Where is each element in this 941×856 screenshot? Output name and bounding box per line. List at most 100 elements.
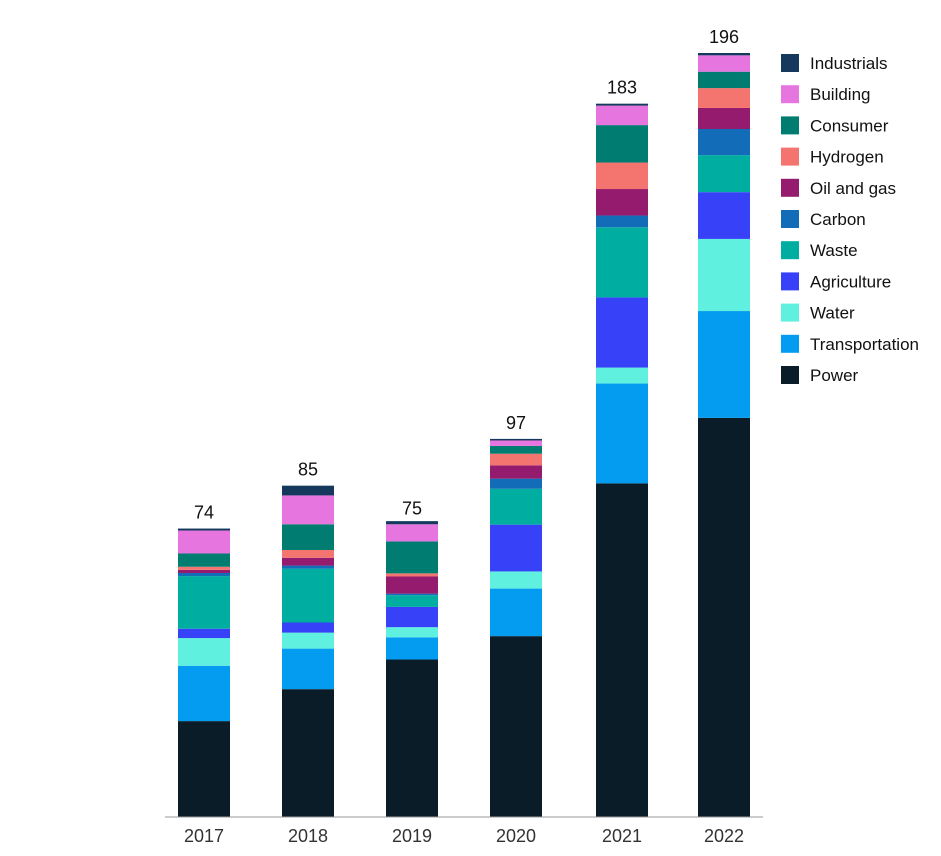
total-label: 85 [298, 460, 318, 480]
legend-swatch-agriculture [781, 272, 799, 291]
bar-segment-building-2021 [596, 105, 648, 126]
legend-swatch-consumer [781, 116, 799, 135]
total-label: 75 [402, 499, 422, 519]
legend-swatch-oil-and-gas [781, 178, 799, 197]
bar-segment-building-2017 [178, 530, 230, 554]
bar-segment-consumer-2020 [490, 445, 542, 454]
bar-segment-water-2017 [178, 638, 230, 666]
bar-segment-industrials-2020 [490, 438, 542, 441]
bar-segment-water-2020 [490, 571, 542, 589]
bar-segment-building-2022 [698, 55, 750, 72]
bar-segment-waste-2022 [698, 155, 750, 193]
bar-segment-oil-and-gas-2018 [282, 557, 334, 566]
bar-segment-agriculture-2017 [178, 628, 230, 639]
bar-segment-oil-and-gas-2020 [490, 465, 542, 479]
bar-segment-power-2022 [698, 417, 750, 817]
bar-segment-waste-2020 [490, 488, 542, 525]
bar-segment-carbon-2022 [698, 129, 750, 156]
legend-label-industrials: Industrials [810, 54, 887, 73]
bar-segment-power-2020 [490, 636, 542, 817]
legend-swatch-hydrogen [781, 147, 799, 166]
bar-segment-oil-and-gas-2017 [178, 569, 230, 573]
legend-label-transportation: Transportation [810, 335, 919, 354]
bar-segment-carbon-2021 [596, 215, 648, 228]
legend-label-hydrogen: Hydrogen [810, 148, 884, 167]
x-tick-label: 2019 [392, 826, 432, 846]
bar-segment-industrials-2018 [282, 485, 334, 496]
bar-segment-agriculture-2021 [596, 297, 648, 368]
bar-segment-industrials-2019 [386, 521, 438, 525]
legend: Industrials Building Consumer Hydrogen Oil a… [781, 54, 919, 385]
bar-segment-consumer-2021 [596, 125, 648, 163]
bar-segment-oil-and-gas-2021 [596, 189, 648, 216]
bar-segment-water-2018 [282, 632, 334, 649]
bar-segment-power-2019 [386, 659, 438, 817]
bar-segment-oil-and-gas-2019 [386, 576, 438, 594]
bar-segment-waste-2018 [282, 568, 334, 623]
bar-segment-water-2019 [386, 627, 438, 638]
bar-segment-carbon-2019 [386, 593, 438, 596]
bar-segment-building-2019 [386, 524, 438, 542]
total-label: 74 [194, 503, 214, 523]
x-tick-label: 2018 [288, 826, 328, 846]
bar-segment-building-2020 [490, 440, 542, 446]
legend-label-oil-and-gas: Oil and gas [810, 179, 896, 198]
bar-segment-agriculture-2019 [386, 606, 438, 628]
bar-segment-transportation-2021 [596, 383, 648, 484]
bar-segment-agriculture-2020 [490, 524, 542, 572]
legend-swatch-waste [781, 241, 799, 260]
bar-segment-waste-2019 [386, 595, 438, 607]
bar-segment-hydrogen-2019 [386, 573, 438, 577]
bar-segment-water-2022 [698, 238, 750, 312]
legend-label-power: Power [810, 366, 859, 385]
bar-segment-hydrogen-2022 [698, 88, 750, 108]
bar-segment-industrials-2022 [698, 53, 750, 56]
bar-segment-carbon-2017 [178, 572, 230, 577]
legend-label-consumer: Consumer [810, 116, 889, 135]
bar-segment-power-2017 [178, 721, 230, 817]
bar-segment-industrials-2017 [178, 528, 230, 531]
bar-segment-consumer-2018 [282, 524, 334, 550]
bar-segment-hydrogen-2017 [178, 566, 230, 570]
bar-segment-waste-2021 [596, 227, 648, 298]
bar-segment-hydrogen-2018 [282, 549, 334, 558]
legend-swatch-power [781, 366, 799, 384]
legend-label-water: Water [810, 304, 855, 323]
bar-segment-waste-2017 [178, 576, 230, 629]
bar-segment-building-2018 [282, 495, 334, 525]
bar-segment-agriculture-2018 [282, 622, 334, 633]
bar-segment-hydrogen-2021 [596, 162, 648, 190]
bar-segment-consumer-2017 [178, 553, 230, 567]
legend-swatch-industrials [781, 54, 799, 72]
legend-swatch-water [781, 303, 799, 322]
bar-segment-transportation-2020 [490, 588, 542, 637]
total-label: 183 [607, 78, 637, 98]
bar-segment-hydrogen-2020 [490, 453, 542, 466]
legend-swatch-carbon [781, 210, 799, 228]
bar-segment-consumer-2019 [386, 541, 438, 574]
bar-segment-transportation-2018 [282, 648, 334, 690]
bar-segment-transportation-2017 [178, 665, 230, 722]
bar-segment-oil-and-gas-2022 [698, 107, 750, 130]
legend-label-waste: Waste [810, 241, 858, 260]
total-label: 97 [506, 413, 526, 433]
bar-segment-agriculture-2022 [698, 192, 750, 239]
bar-segment-power-2018 [282, 689, 334, 817]
total-labels: 74 85 75 97 183 196 [194, 27, 739, 523]
legend-swatch-transportation [781, 334, 799, 353]
bars-group [178, 53, 750, 817]
legend-label-carbon: Carbon [810, 210, 866, 229]
bar-segment-industrials-2021 [596, 103, 648, 106]
total-label: 196 [709, 27, 739, 47]
bar-segment-power-2021 [596, 483, 648, 817]
legend-swatch-building [781, 85, 799, 104]
x-tick-label: 2020 [496, 826, 536, 846]
bar-segment-consumer-2022 [698, 71, 750, 89]
bar-segment-water-2021 [596, 367, 648, 384]
legend-label-agriculture: Agriculture [810, 272, 891, 291]
bar-segment-carbon-2020 [490, 478, 542, 489]
bar-segment-transportation-2019 [386, 637, 438, 660]
bar-segment-transportation-2022 [698, 311, 750, 418]
x-tick-labels: 2017 2018 2019 2020 2021 2022 [184, 826, 744, 846]
